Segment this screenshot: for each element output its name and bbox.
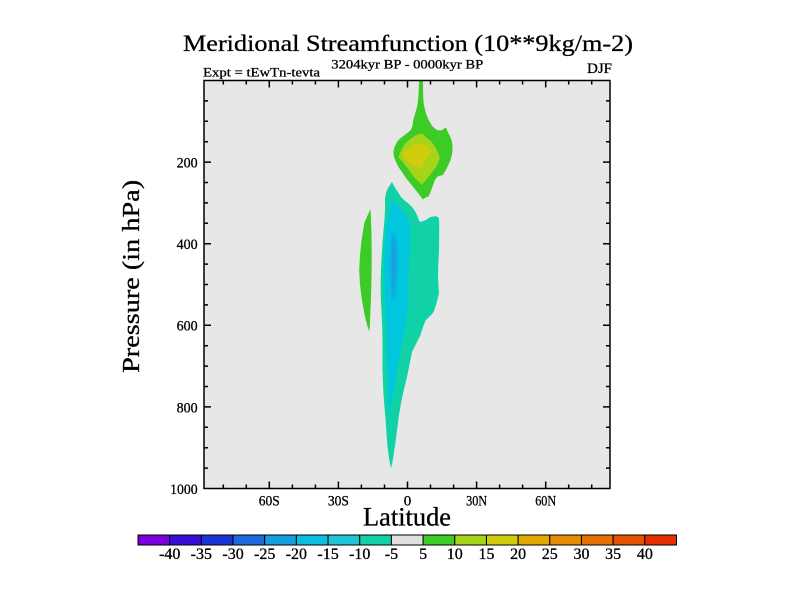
- svg-text:-5: -5: [385, 546, 398, 563]
- svg-text:Expt = tEwTn-tevta: Expt = tEwTn-tevta: [203, 65, 320, 80]
- svg-text:DJF: DJF: [587, 61, 612, 77]
- svg-text:10: 10: [447, 546, 463, 563]
- svg-text:800: 800: [177, 400, 198, 416]
- svg-text:Meridional Streamfunction (10*: Meridional Streamfunction (10**9kg/m-2): [183, 31, 633, 57]
- svg-text:30S: 30S: [328, 494, 349, 510]
- svg-text:600: 600: [177, 319, 198, 335]
- svg-text:30: 30: [573, 546, 589, 563]
- svg-text:40: 40: [637, 546, 653, 563]
- svg-text:20: 20: [510, 546, 526, 563]
- svg-text:60S: 60S: [259, 494, 280, 510]
- svg-text:Pressure (in hPa): Pressure (in hPa): [119, 180, 145, 373]
- svg-text:0: 0: [404, 494, 412, 510]
- svg-text:35: 35: [605, 546, 621, 563]
- svg-text:30N: 30N: [466, 494, 487, 510]
- svg-text:-35: -35: [191, 546, 212, 563]
- svg-text:Latitude: Latitude: [363, 503, 451, 532]
- svg-text:400: 400: [177, 237, 198, 253]
- svg-text:25: 25: [542, 546, 558, 563]
- svg-text:-40: -40: [159, 546, 180, 563]
- svg-text:5: 5: [419, 546, 427, 563]
- svg-text:-10: -10: [349, 546, 370, 563]
- svg-text:1000: 1000: [170, 482, 198, 498]
- svg-text:200: 200: [177, 156, 198, 172]
- svg-text:-20: -20: [286, 546, 307, 563]
- svg-text:15: 15: [478, 546, 494, 563]
- svg-text:60N: 60N: [535, 494, 556, 510]
- svg-text:-15: -15: [317, 546, 338, 563]
- svg-text:-25: -25: [254, 546, 275, 563]
- svg-text:3204kyr BP - 0000kyr BP: 3204kyr BP - 0000kyr BP: [331, 56, 483, 71]
- svg-text:-30: -30: [222, 546, 243, 563]
